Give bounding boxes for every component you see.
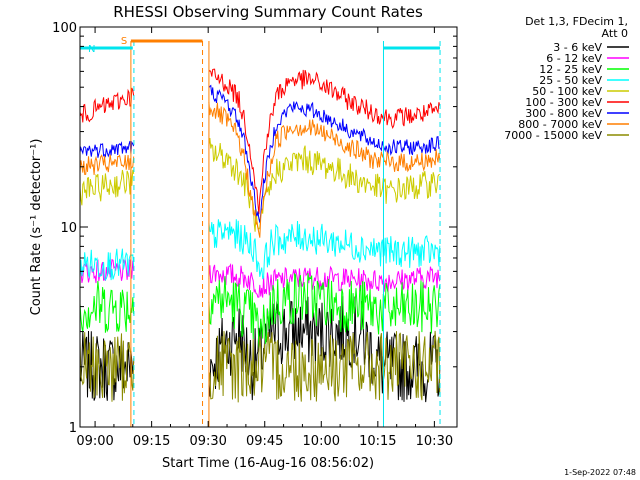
series-line-8: [79, 330, 441, 403]
x-tick-label-4: 10:00: [303, 434, 340, 449]
series-line-5: [79, 68, 441, 215]
x-tick-label-0: 09:00: [76, 434, 113, 449]
x-tick-label-1: 09:15: [133, 434, 170, 449]
chart-title: RHESSI Observing Summary Count Rates: [113, 3, 423, 21]
legend-label-3: 25 - 50 keV: [539, 74, 602, 87]
series-line-7: [79, 102, 441, 238]
y-tick-label-0: 1: [69, 421, 77, 436]
legend-header-0: Det 1,3, FDecim 1,: [525, 15, 628, 28]
legend-label-5: 100 - 300 keV: [525, 96, 602, 109]
y-axis-label: Count Rate (s⁻¹ detector⁻¹): [29, 139, 44, 316]
flag-label-saa: S: [121, 36, 127, 47]
y-tick-label-2: 100: [52, 21, 77, 36]
legend-label-1: 6 - 12 keV: [546, 52, 602, 65]
series-line-2: [79, 272, 441, 349]
series-line-6: [79, 84, 441, 223]
x-axis-label: Start Time (16-Aug-16 08:56:02): [162, 456, 374, 471]
legend-label-6: 300 - 800 keV: [525, 107, 602, 120]
x-tick-label-6: 10:30: [416, 434, 453, 449]
series-line-3: [79, 219, 441, 282]
legend-label-0: 3 - 6 keV: [553, 41, 602, 54]
x-tick-label-2: 09:30: [189, 434, 226, 449]
flag-label-night: N: [88, 44, 95, 55]
series-lines: [79, 68, 441, 403]
x-tick-label-3: 09:45: [246, 434, 283, 449]
axes: 09:00 09:15 09:30 09:45 10:00 10:15 10:30 1 10 10…: [52, 21, 457, 449]
legend-label-7: 800 - 7000 keV: [518, 118, 602, 131]
event-markers: NS: [80, 36, 441, 427]
legend-label-2: 12 - 25 keV: [539, 63, 602, 76]
y-tick-label-1: 10: [60, 221, 77, 236]
legend-label-4: 50 - 100 keV: [532, 85, 602, 98]
x-tick-label-5: 10:15: [359, 434, 396, 449]
series-line-4: [79, 138, 441, 232]
timestamp: 1-Sep-2022 07:48: [564, 468, 636, 477]
legend-header-1: Att 0: [602, 27, 628, 40]
legend-label-8: 7000 - 15000 keV: [504, 129, 602, 142]
